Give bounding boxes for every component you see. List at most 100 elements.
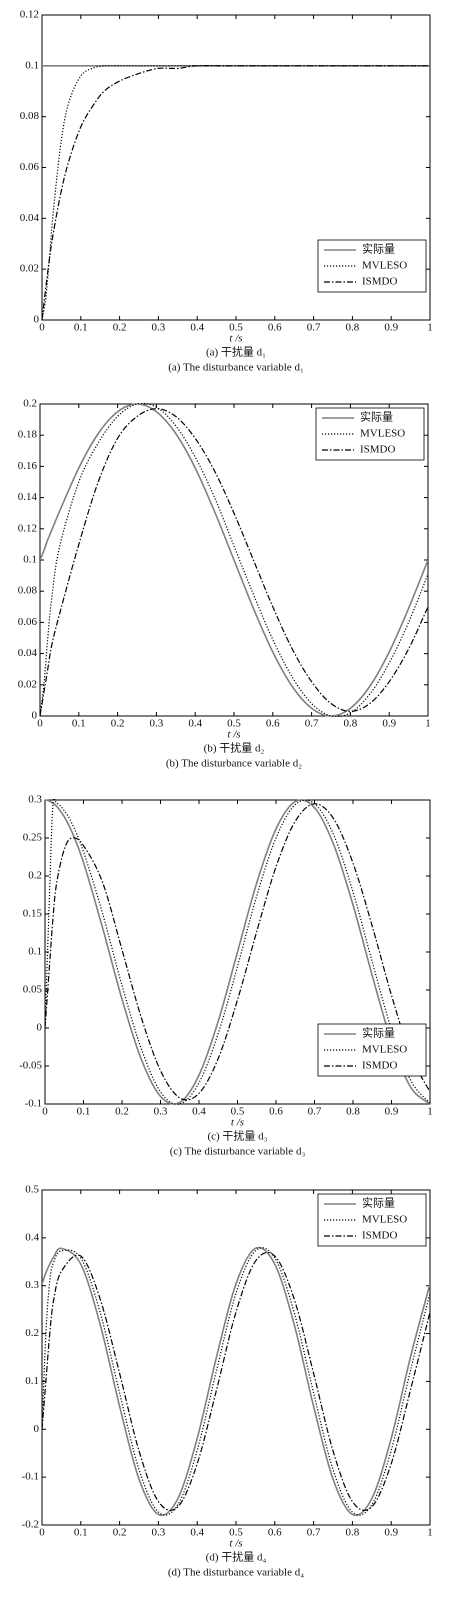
x-axis-label: t /s (227, 729, 240, 741)
x-tick-label: 0.4 (188, 718, 202, 730)
data-line (42, 65, 430, 321)
y-tick-label: 0 (32, 710, 38, 722)
y-tick-label: 0.15 (23, 908, 43, 920)
y-tick-label: 0 (37, 1022, 43, 1034)
chart-panel: -0.1 -0.05 0 0.05 0.1 0.15 0.2 0.25 0.3 0 0.1 0.2 0.… (19, 794, 433, 1158)
x-tick-label: 0.3 (152, 322, 166, 334)
x-tick-label: 0.2 (113, 322, 127, 334)
data-line (40, 403, 428, 717)
x-tick-label: 0 (39, 1527, 45, 1539)
legend-label: MVLESO (362, 260, 407, 272)
x-tick-label: 0.6 (266, 718, 280, 730)
x-tick-label: 0.9 (384, 322, 398, 334)
x-tick-label: 0 (37, 718, 43, 730)
legend: 实际量 MVLESO ISMDO (317, 1193, 427, 1247)
x-tick-label: 0.3 (150, 718, 164, 730)
y-tick-label: 0.1 (25, 59, 39, 71)
x-tick-label: 0 (39, 322, 45, 334)
y-tick-label: -0.2 (22, 1519, 39, 1531)
y-tick-label: 0.08 (20, 110, 40, 122)
y-tick-label: 0.2 (28, 870, 42, 882)
legend: 实际量 MVLESO ISMDO (317, 1023, 427, 1077)
y-tick-label: 0 (34, 1423, 40, 1435)
x-tick-label: 0.6 (268, 322, 282, 334)
y-tick-label: 0.12 (18, 522, 37, 534)
x-tick-label: 0.7 (307, 1527, 321, 1539)
x-tick-label: 0.6 (268, 1527, 282, 1539)
data-line (42, 1246, 430, 1517)
x-tick-label: 0.7 (305, 718, 319, 730)
y-tick-label: 0.06 (18, 616, 38, 628)
x-tick-label: 0.4 (192, 1106, 206, 1118)
x-tick-label: 0.5 (229, 322, 243, 334)
caption: (b) 干扰量 d₂ (204, 741, 265, 755)
x-tick-label: 0.9 (382, 718, 396, 730)
x-tick-label: 0.1 (77, 1106, 91, 1118)
legend-label: MVLESO (360, 428, 405, 440)
x-tick-label: 0.2 (113, 1527, 127, 1539)
data-line (40, 403, 428, 717)
legend-label: MVLESO (362, 1214, 407, 1226)
legend: 实际量 MVLESO ISMDO (315, 407, 425, 461)
y-tick-label: 0.05 (23, 984, 43, 996)
x-axis-label: t /s (231, 1117, 244, 1129)
x-tick-label: 0.2 (111, 718, 125, 730)
y-tick-label: 0.16 (18, 460, 38, 472)
x-tick-label: 0.2 (115, 1106, 129, 1118)
x-tick-label: 0.3 (154, 1106, 168, 1118)
legend-label: ISMDO (362, 1060, 398, 1072)
x-tick-label: 0.1 (74, 322, 88, 334)
legend: 实际量 MVLESO ISMDO (317, 239, 427, 293)
y-tick-label: 0.1 (23, 554, 37, 566)
data-line (45, 799, 430, 1105)
caption: (d) The disturbance variable d₄ (168, 1567, 304, 1579)
y-tick-label: 0.08 (18, 585, 38, 597)
y-tick-label: 0.5 (25, 1184, 39, 1196)
y-tick-label: -0.1 (25, 1098, 42, 1110)
chart-panel: 0 0.02 0.04 0.06 0.08 0.1 0.12 0 0.1 0.2 0.3 0.4 0.5… (20, 9, 433, 374)
x-tick-label: 0.8 (346, 1106, 360, 1118)
caption: (a) The disturbance variable d₁ (168, 362, 304, 374)
x-tick-label: 0.3 (152, 1527, 166, 1539)
x-tick-label: 0.1 (74, 1527, 88, 1539)
x-tick-label: 0.7 (307, 322, 321, 334)
x-axis-label: t /s (229, 333, 242, 345)
data-line (42, 1251, 430, 1511)
y-tick-label: 0 (34, 314, 40, 326)
x-tick-label: 0.7 (308, 1106, 322, 1118)
legend-label: 实际量 (362, 1026, 395, 1040)
x-tick-label: 0.8 (346, 1527, 360, 1539)
y-tick-label: 0.3 (28, 794, 42, 806)
x-tick-label: 0.9 (384, 1527, 398, 1539)
x-tick-label: 0.5 (227, 718, 241, 730)
y-tick-label: 0.25 (23, 832, 43, 844)
caption: (d) 干扰量 d₄ (206, 1550, 267, 1564)
x-tick-label: 1 (427, 1106, 433, 1118)
x-tick-label: 0.6 (269, 1106, 283, 1118)
y-tick-label: 0.1 (28, 946, 42, 958)
y-tick-label: 0.06 (20, 161, 40, 173)
x-tick-label: 0 (42, 1106, 48, 1118)
x-tick-label: 1 (427, 1527, 433, 1539)
y-tick-label: 0.04 (20, 212, 40, 224)
x-tick-label: 0.5 (231, 1106, 245, 1118)
y-tick-label: 0.04 (18, 647, 38, 659)
caption: (c) The disturbance variable d₃ (170, 1146, 306, 1158)
chart-panel: 0 0.02 0.04 0.06 0.08 0.1 0.12 0.14 0.16 0.18 0.2 0… (18, 398, 431, 770)
x-tick-label: 1 (425, 718, 431, 730)
y-tick-label: 0.4 (25, 1231, 39, 1243)
legend-label: ISMDO (362, 276, 398, 288)
y-tick-label: 0.12 (20, 9, 39, 21)
x-tick-label: 0.8 (346, 322, 360, 334)
y-tick-label: 0.2 (25, 1327, 39, 1339)
chart-panel: -0.2 -0.1 0 0.1 0.2 0.3 0.4 0.5 0 0.1 0.2 0.3 0.4 0.5… (22, 1184, 433, 1579)
y-tick-label: -0.1 (22, 1471, 39, 1483)
y-tick-label: 0.14 (18, 491, 38, 503)
x-tick-label: 0.4 (190, 322, 204, 334)
x-axis-label: t /s (229, 1538, 242, 1550)
y-tick-label: 0.02 (18, 678, 37, 690)
y-tick-label: 0.2 (23, 398, 37, 410)
y-tick-label: 0.02 (20, 263, 39, 275)
y-tick-label: 0.1 (25, 1375, 39, 1387)
